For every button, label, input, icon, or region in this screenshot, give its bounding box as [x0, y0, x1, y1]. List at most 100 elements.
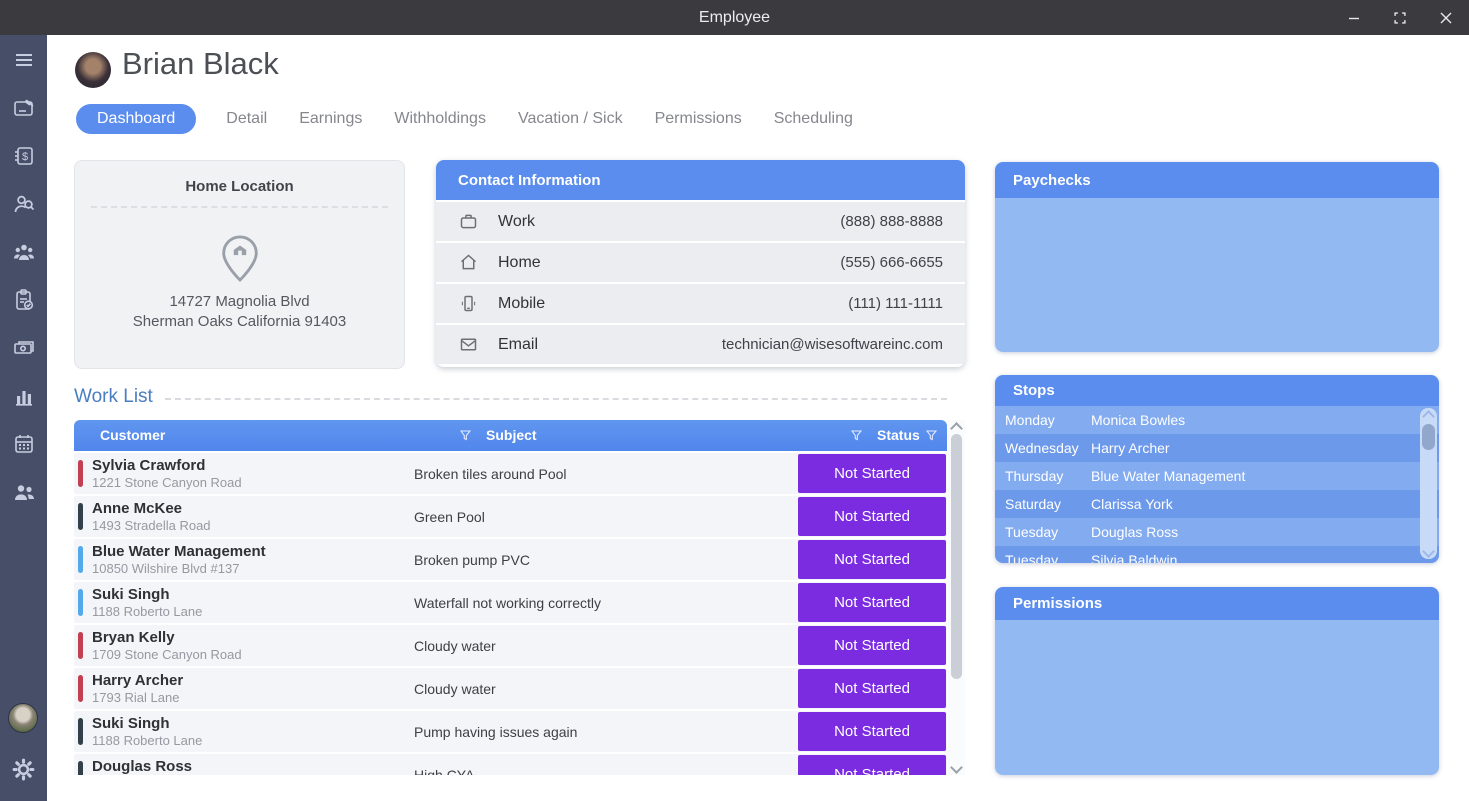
- chevron-up-icon[interactable]: [950, 422, 963, 435]
- customer-name: Bryan Kelly: [92, 629, 175, 646]
- customer-address: 1709 Stone Canyon Road: [92, 647, 242, 662]
- table-row[interactable]: Anne McKee 1493 Stradella Road Green Poo…: [74, 496, 947, 537]
- home-address-line2: Sherman Oaks California 91403: [132, 313, 347, 330]
- table-row[interactable]: Blue Water Management 10850 Wilshire Blv…: [74, 539, 947, 580]
- stop-name: Blue Water Management: [1091, 468, 1246, 484]
- filter-icon[interactable]: [459, 429, 472, 442]
- stop-day: Thursday: [1005, 468, 1064, 484]
- contact-label: Home: [498, 253, 541, 271]
- list-item[interactable]: Wednesday Harry Archer: [995, 434, 1439, 462]
- dashed-divider: [91, 206, 388, 208]
- status-button[interactable]: Not Started: [798, 669, 946, 708]
- clipboard-check-icon[interactable]: [12, 288, 36, 312]
- user-avatar[interactable]: [8, 703, 38, 733]
- customer-address: 10850 Wilshire Blvd #137: [92, 561, 240, 576]
- work-list-section: Work List: [74, 386, 947, 408]
- map-pin-home-icon: [217, 234, 263, 284]
- table-row[interactable]: Sylvia Crawford 1221 Stone Canyon Road B…: [74, 453, 947, 494]
- cash-icon[interactable]: [12, 336, 36, 360]
- stops-title: Stops: [995, 375, 1439, 406]
- stops-scrollbar[interactable]: [1420, 408, 1437, 559]
- chevron-down-icon[interactable]: [1422, 545, 1435, 558]
- stop-day: Saturday: [1005, 496, 1062, 512]
- table-row[interactable]: Harry Archer 1793 Rial Lane Cloudy water…: [74, 668, 947, 709]
- home-address-line1: 14727 Magnolia Blvd: [169, 293, 310, 310]
- contact-row-mobile[interactable]: Mobile (111) 111-1111: [436, 284, 965, 323]
- contact-row-home[interactable]: Home (555) 666-6655: [436, 243, 965, 282]
- home-location-title: Home Location: [185, 178, 294, 195]
- scrollbar-thumb[interactable]: [1422, 424, 1435, 450]
- people-group-icon[interactable]: [12, 240, 36, 264]
- chevron-up-icon[interactable]: [1422, 410, 1435, 423]
- list-item[interactable]: Thursday Blue Water Management: [995, 462, 1439, 490]
- row-accent-bar: [78, 589, 83, 616]
- stop-name: Clarissa York: [1091, 496, 1173, 512]
- work-list-header: Customer Subject Status: [74, 420, 947, 451]
- chevron-down-icon[interactable]: [950, 761, 963, 774]
- customer-address: 1493 Stradella Road: [92, 518, 211, 533]
- list-item[interactable]: Monday Monica Bowles: [995, 406, 1439, 434]
- table-row[interactable]: Suki Singh 1188 Roberto Lane Pump having…: [74, 711, 947, 752]
- tab-dashboard[interactable]: Dashboard: [76, 103, 197, 134]
- subject: Pump having issues again: [414, 723, 578, 740]
- tab-detail[interactable]: Detail: [226, 109, 268, 127]
- filter-icon[interactable]: [850, 429, 863, 442]
- stop-day: Tuesday: [1005, 552, 1059, 563]
- tab-earnings[interactable]: Earnings: [299, 109, 363, 127]
- bar-chart-icon[interactable]: [12, 384, 36, 408]
- contact-value: (555) 666-6655: [840, 254, 943, 271]
- list-item[interactable]: Tuesday Silvia Baldwin: [995, 546, 1439, 563]
- work-list-scrollbar[interactable]: [948, 420, 965, 775]
- list-item[interactable]: Saturday Clarissa York: [995, 490, 1439, 518]
- table-row[interactable]: Douglas Ross High CYA Not Started: [74, 754, 947, 775]
- paychecks-panel: Paychecks: [995, 162, 1439, 352]
- paychecks-title: Paychecks: [995, 162, 1439, 198]
- close-button[interactable]: [1423, 0, 1469, 35]
- home-location-card: Home Location 14727 Magnolia Blvd Sherma…: [74, 160, 405, 369]
- contact-label: Mobile: [498, 294, 546, 312]
- status-button[interactable]: Not Started: [798, 497, 946, 536]
- window-title: Employee: [698, 9, 771, 26]
- table-row[interactable]: Bryan Kelly 1709 Stone Canyon Road Cloud…: [74, 625, 947, 666]
- tab-withholdings[interactable]: Withholdings: [394, 109, 486, 127]
- tab-permissions[interactable]: Permissions: [654, 109, 742, 127]
- status-button[interactable]: Not Started: [798, 540, 946, 579]
- mobile-icon: [458, 293, 479, 314]
- column-subject[interactable]: Subject: [486, 427, 537, 443]
- ledger-icon[interactable]: $: [12, 144, 36, 168]
- stops-rows: Monday Monica Bowles Wednesday Harry Arc…: [995, 406, 1439, 563]
- permissions-body: [995, 620, 1439, 775]
- window-controls: [1331, 0, 1469, 35]
- column-customer[interactable]: Customer: [100, 427, 166, 443]
- contact-row-email[interactable]: Email technician@wisesoftwareinc.com: [436, 325, 965, 364]
- scrollbar-thumb[interactable]: [951, 434, 962, 679]
- column-status[interactable]: Status: [877, 427, 920, 443]
- status-button[interactable]: Not Started: [798, 755, 946, 775]
- person-search-icon[interactable]: [12, 192, 36, 216]
- contact-information-card: Contact Information Work (888) 888-8888 …: [436, 160, 965, 367]
- table-row[interactable]: Suki Singh 1188 Roberto Lane Waterfall n…: [74, 582, 947, 623]
- status-button[interactable]: Not Started: [798, 454, 946, 493]
- status-button[interactable]: Not Started: [798, 712, 946, 751]
- menu-icon[interactable]: [12, 48, 36, 72]
- row-accent-bar: [78, 503, 83, 530]
- svg-text:$: $: [21, 151, 27, 163]
- status-button[interactable]: Not Started: [798, 583, 946, 622]
- stops-panel: Stops Monday Monica Bowles Wednesday Har…: [995, 375, 1439, 563]
- subject: Broken pump PVC: [414, 551, 530, 568]
- maximize-button[interactable]: [1377, 0, 1423, 35]
- minimize-button[interactable]: [1331, 0, 1377, 35]
- employee-avatar: [75, 52, 111, 88]
- home-address: 14727 Magnolia Blvd Sherman Oaks Califor…: [75, 292, 404, 332]
- team-icon[interactable]: [12, 480, 36, 504]
- list-item[interactable]: Tuesday Douglas Ross: [995, 518, 1439, 546]
- gear-icon[interactable]: [11, 757, 36, 782]
- calendar-icon[interactable]: [12, 432, 36, 456]
- tab-vacation-sick[interactable]: Vacation / Sick: [517, 109, 623, 127]
- contact-value: technician@wisesoftwareinc.com: [721, 336, 943, 353]
- note-edit-icon[interactable]: [12, 96, 36, 120]
- tab-scheduling[interactable]: Scheduling: [773, 109, 853, 127]
- filter-icon[interactable]: [925, 429, 938, 442]
- status-button[interactable]: Not Started: [798, 626, 946, 665]
- contact-row-work[interactable]: Work (888) 888-8888: [436, 202, 965, 241]
